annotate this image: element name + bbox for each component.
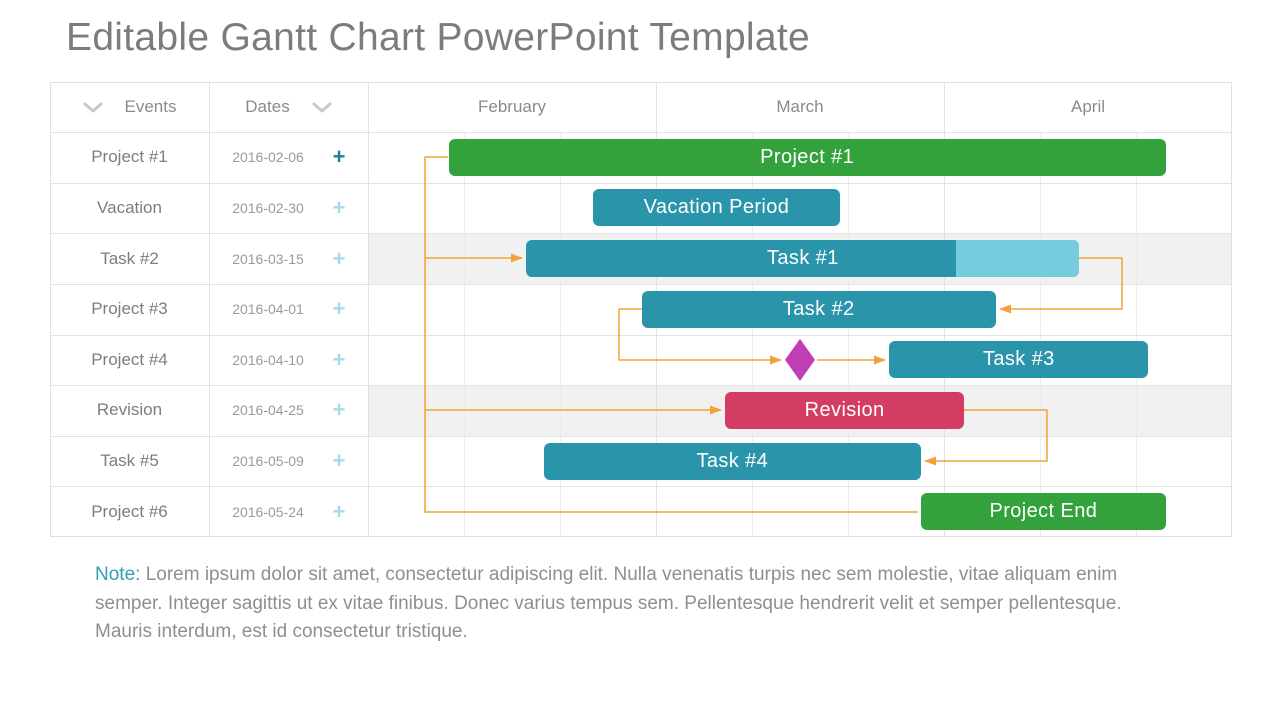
plus-icon[interactable]: + — [332, 397, 346, 423]
plus-icon[interactable]: + — [332, 144, 346, 170]
chevron-down-icon[interactable] — [312, 102, 332, 113]
bar-label: Revision — [804, 398, 885, 421]
dates-header-label: Dates — [245, 97, 290, 116]
date-label: 2016-04-01 — [232, 301, 304, 318]
table-row[interactable]: Project #3 2016-04-01 + — [50, 284, 368, 335]
bar-label: Task #4 — [696, 449, 769, 472]
page-title: Editable Gantt Chart PowerPoint Template — [66, 16, 811, 59]
gantt-bar[interactable]: Task #4 — [543, 442, 921, 480]
plus-icon[interactable]: + — [332, 346, 346, 372]
plus-icon[interactable]: + — [332, 296, 346, 322]
bar-label: Project #1 — [760, 145, 855, 168]
date-label: 2016-04-25 — [232, 402, 304, 419]
grid-line-horizontal — [50, 132, 1232, 133]
table-frame — [50, 82, 1232, 537]
gantt-bar[interactable]: Task #3 — [889, 341, 1149, 379]
date-label: 2016-02-06 — [232, 149, 304, 166]
bar-progress-remainder — [955, 240, 1080, 278]
gantt-bar[interactable]: Revision — [725, 391, 965, 429]
grid-line-vertical — [368, 82, 369, 537]
table-row[interactable]: Project #4 2016-04-10 + — [50, 335, 368, 386]
plus-icon[interactable]: + — [332, 194, 346, 220]
event-label: Revision — [96, 400, 163, 420]
event-label: Project #1 — [91, 147, 168, 167]
event-label: Vacation — [97, 197, 162, 217]
table-row[interactable]: Project #6 2016-05-24 + — [50, 486, 368, 537]
date-label: 2016-04-10 — [232, 351, 304, 368]
month-header-february: February — [477, 97, 547, 116]
bar-label: Project End — [989, 500, 1098, 523]
plus-icon[interactable]: + — [332, 448, 346, 474]
table-row[interactable]: Project #1 2016-02-06 + — [50, 132, 368, 183]
date-label: 2016-05-09 — [232, 453, 304, 470]
events-header-cell: Events — [50, 82, 209, 132]
bar-label: Task #1 — [767, 247, 839, 270]
note-text: Lorem ipsum dolor sit amet, consectetur … — [95, 564, 1122, 642]
bar-label: Vacation Period — [643, 196, 790, 219]
event-label: Project #4 — [91, 349, 168, 369]
date-label: 2016-05-24 — [232, 503, 304, 520]
table-row[interactable]: Vacation 2016-02-30 + — [50, 183, 368, 234]
grid-line-vertical — [209, 82, 210, 537]
date-label: 2016-03-15 — [232, 250, 304, 267]
milestone-diamond[interactable] — [785, 338, 815, 381]
event-label: Project #3 — [91, 299, 168, 319]
chevron-down-icon[interactable] — [83, 102, 103, 113]
note: Note: Lorem ipsum dolor sit amet, consec… — [95, 561, 1143, 647]
events-header-label: Events — [124, 97, 177, 116]
note-label: Note: — [95, 564, 141, 585]
gantt-bar[interactable]: Project #1 — [448, 138, 1166, 176]
plus-icon[interactable]: + — [332, 498, 346, 524]
event-label: Task #2 — [100, 248, 159, 268]
gantt-bar[interactable]: Task #2 — [641, 290, 996, 328]
event-label: Task #5 — [100, 451, 159, 471]
bar-label: Task #2 — [782, 297, 855, 320]
table-row[interactable]: Revision 2016-04-25 + — [50, 385, 368, 436]
month-header-march: March — [776, 97, 824, 116]
month-header-april: April — [1070, 97, 1105, 116]
table-row[interactable]: Task #5 2016-05-09 + — [50, 436, 368, 487]
gantt-bar[interactable]: Project End — [920, 493, 1166, 531]
gantt-bar[interactable]: Vacation Period — [592, 189, 841, 227]
plus-icon[interactable]: + — [332, 245, 346, 271]
gantt-bar[interactable]: Task #1 — [526, 240, 1080, 278]
date-label: 2016-02-30 — [232, 199, 304, 216]
dates-header-cell: Dates — [209, 82, 368, 132]
table-row[interactable]: Task #2 2016-03-15 + — [50, 233, 368, 284]
event-label: Project #6 — [91, 501, 168, 521]
bar-label: Task #3 — [982, 348, 1055, 371]
